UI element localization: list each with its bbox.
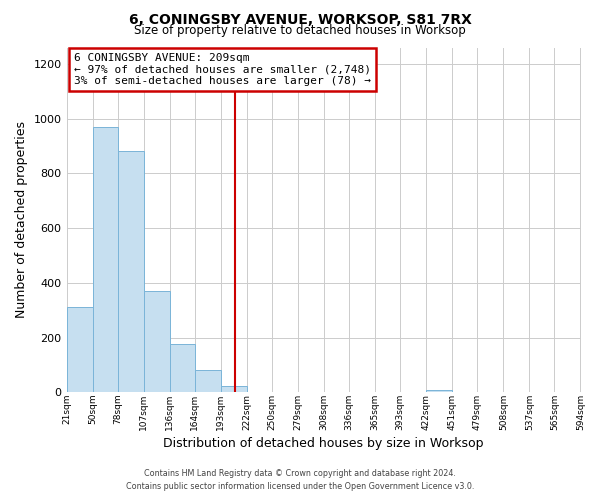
Y-axis label: Number of detached properties: Number of detached properties [15, 122, 28, 318]
Text: Size of property relative to detached houses in Worksop: Size of property relative to detached ho… [134, 24, 466, 37]
Text: 6, CONINGSBY AVENUE, WORKSOP, S81 7RX: 6, CONINGSBY AVENUE, WORKSOP, S81 7RX [128, 12, 472, 26]
Bar [143, 291, 170, 392]
Text: Contains HM Land Registry data © Crown copyright and database right 2024.
Contai: Contains HM Land Registry data © Crown c… [126, 469, 474, 491]
Text: 6 CONINGSBY AVENUE: 209sqm
← 97% of detached houses are smaller (2,748)
3% of se: 6 CONINGSBY AVENUE: 209sqm ← 97% of deta… [74, 52, 371, 86]
Bar [118, 152, 143, 392]
Bar [92, 127, 118, 392]
Bar [170, 344, 195, 393]
Bar [195, 370, 221, 392]
X-axis label: Distribution of detached houses by size in Worksop: Distribution of detached houses by size … [163, 437, 484, 450]
Bar [221, 386, 247, 392]
Bar [67, 308, 92, 392]
Bar [426, 390, 452, 392]
